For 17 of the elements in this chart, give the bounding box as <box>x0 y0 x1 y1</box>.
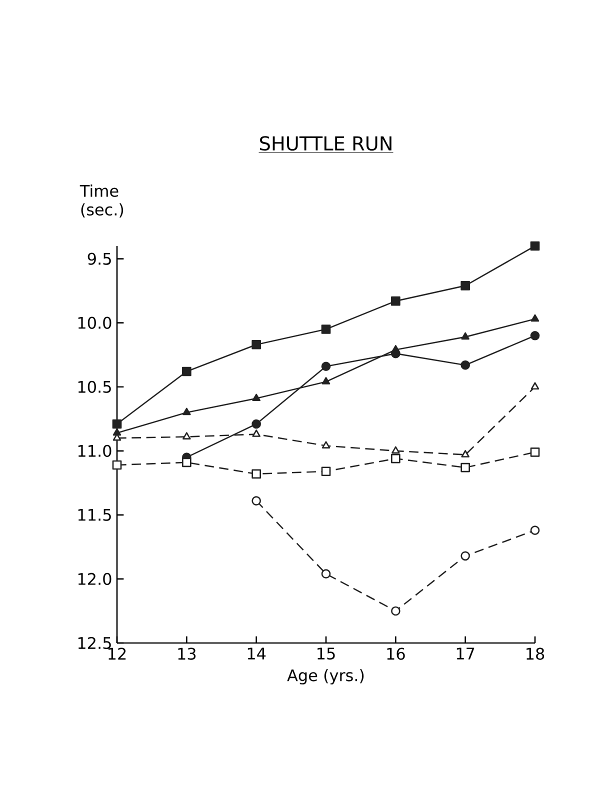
x-tick-label: 18 <box>526 648 544 660</box>
x-tick-label: 16 <box>387 648 405 660</box>
x-tick-label: 13 <box>178 648 196 660</box>
y-tick-label: 11.0 <box>78 444 112 457</box>
x-tick-label: 17 <box>456 648 474 660</box>
y-tick-label: 12.5 <box>78 636 111 650</box>
y-tick-label: 11.5 <box>78 508 111 521</box>
y-tick-label: 9.5 <box>88 252 111 265</box>
y-tick-label: 10.0 <box>78 316 112 329</box>
x-tick-label: 14 <box>248 648 266 660</box>
y-axis-title: Time (sec.) <box>80 184 124 218</box>
x-axis-title: Age (yrs.) <box>287 668 364 684</box>
x-tick-label: 12 <box>108 648 126 660</box>
y-tick-label: 10.5 <box>78 380 111 393</box>
chart-title: SHUTTLE RUN <box>260 136 392 151</box>
y-tick-label: 12.0 <box>78 572 112 586</box>
x-tick-label: 15 <box>318 648 335 660</box>
